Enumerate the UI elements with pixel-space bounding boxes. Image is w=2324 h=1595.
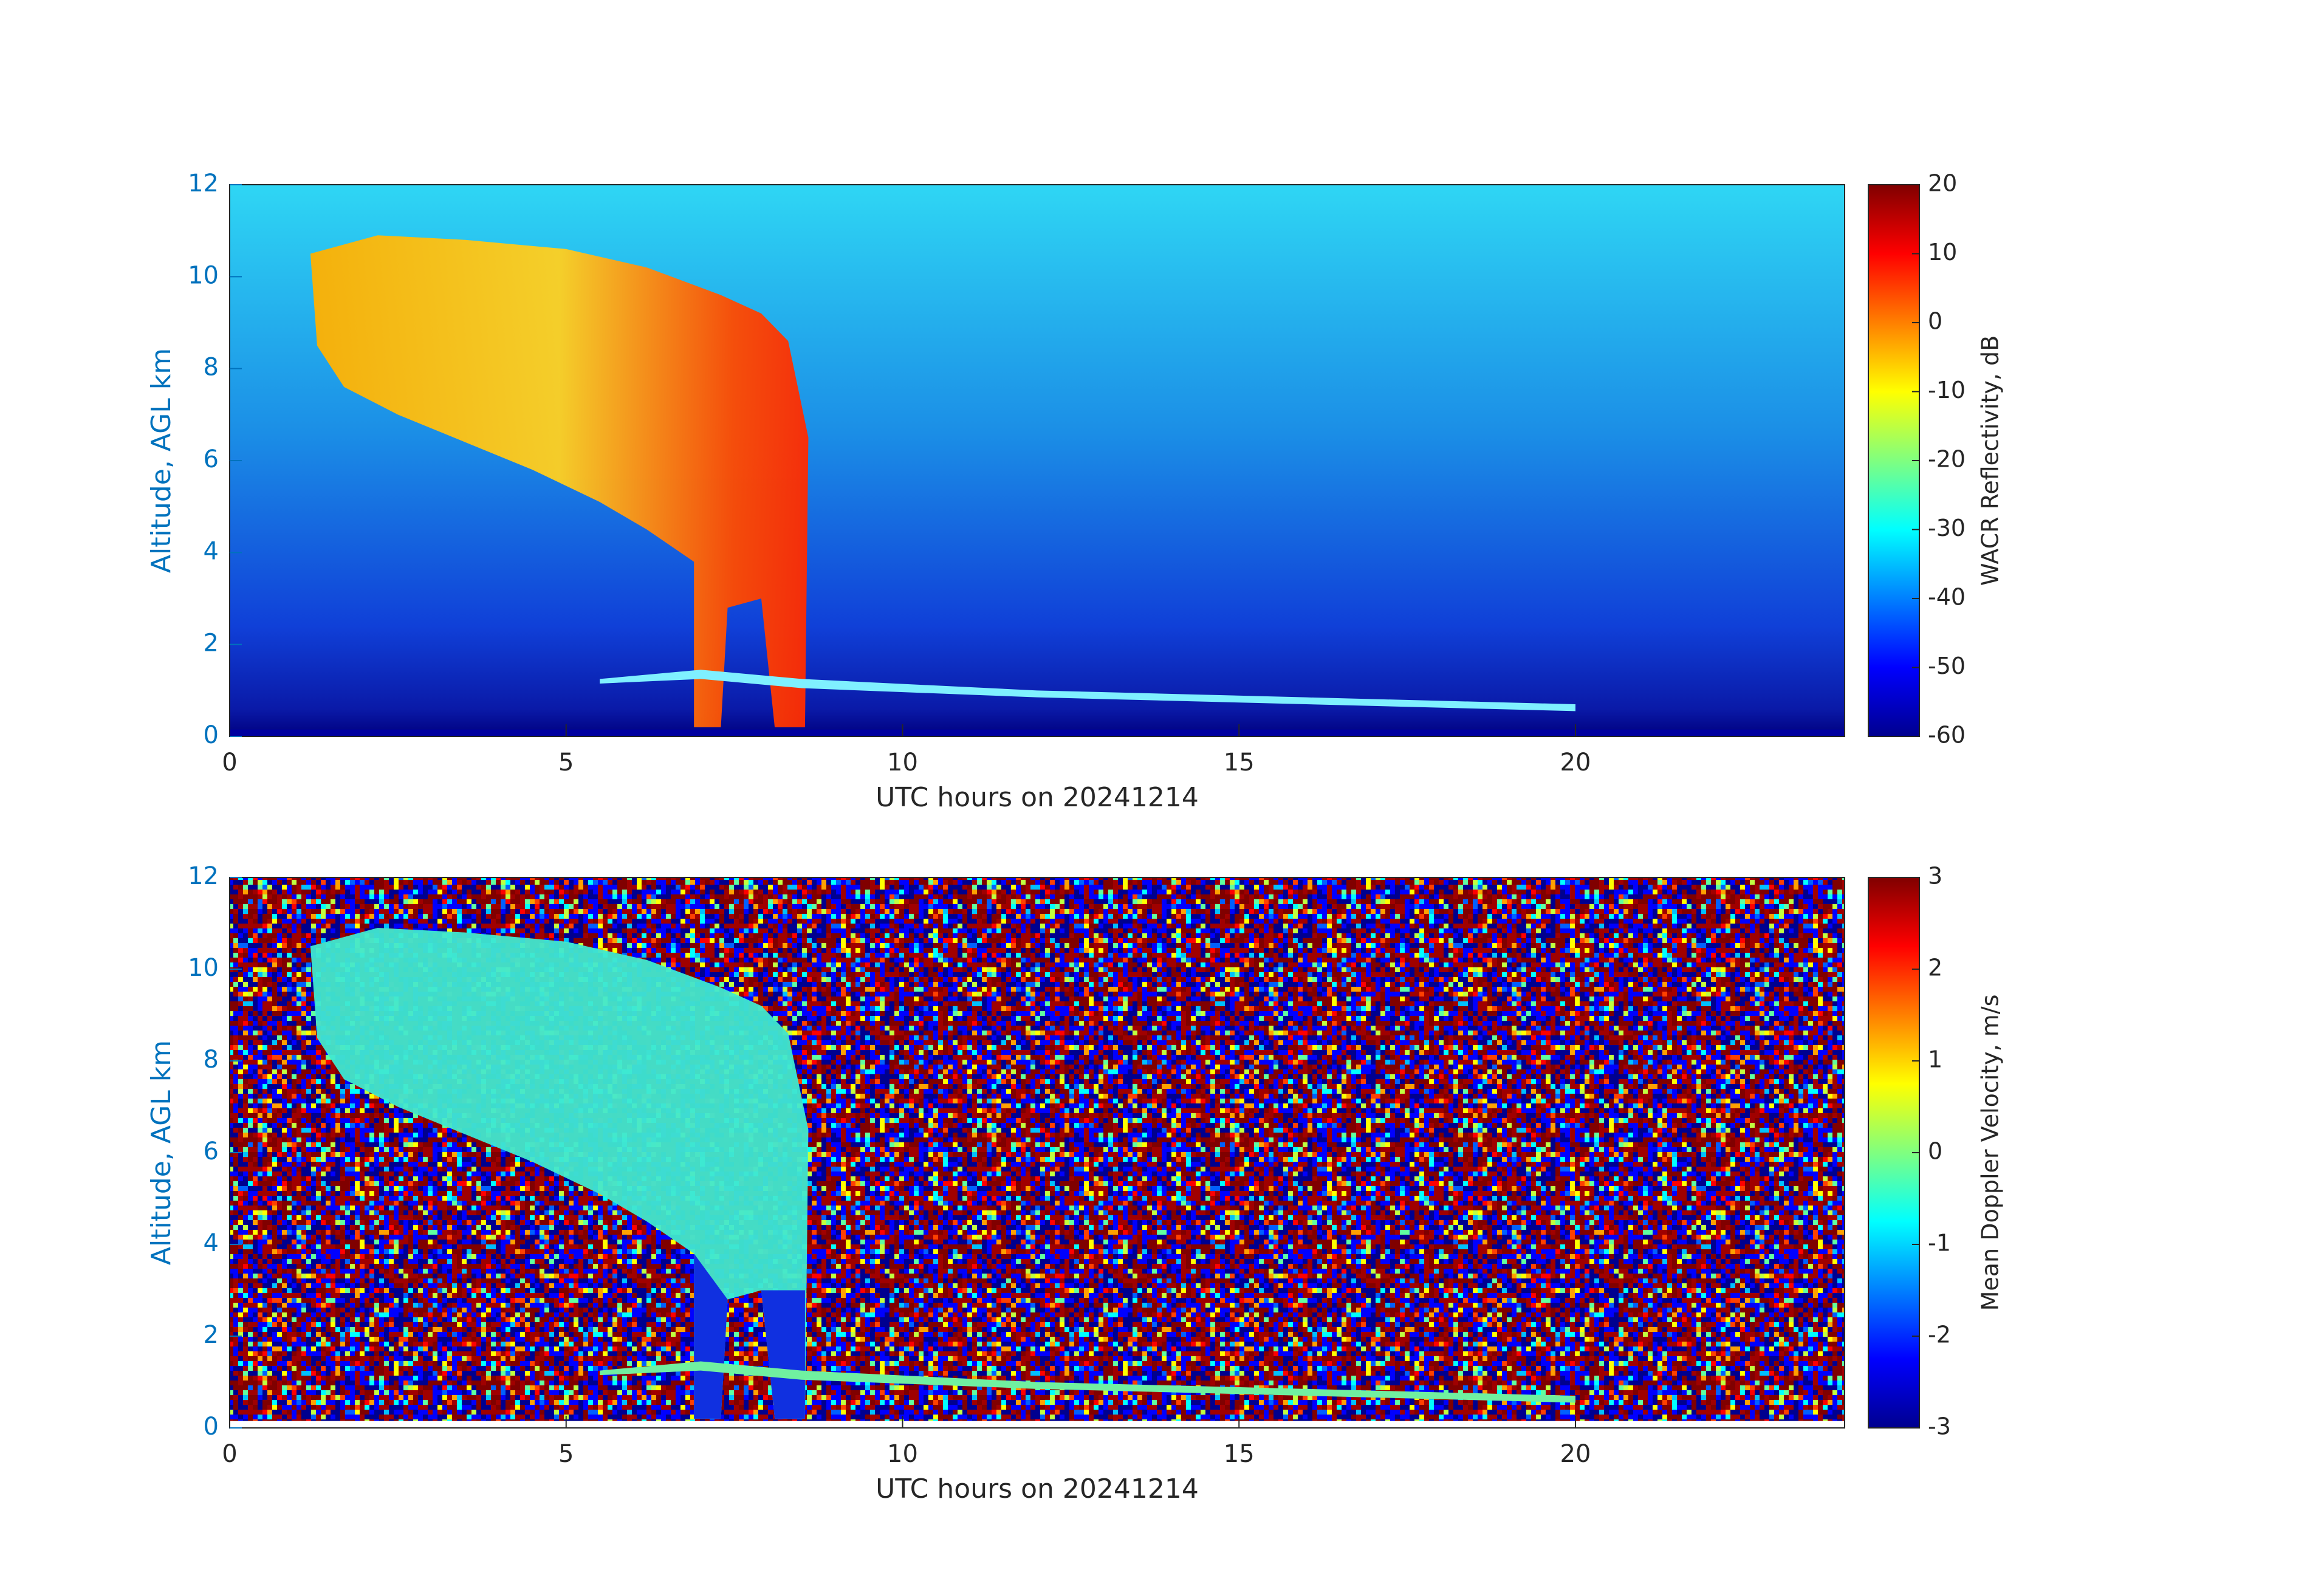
x-tick-label: 10: [887, 1440, 918, 1468]
x-tick-label: 5: [558, 749, 574, 777]
colorbar-tick-label: -2: [1928, 1322, 1951, 1348]
y-tick-label: 0: [204, 1413, 219, 1441]
x-axis-label: UTC hours on 20241214: [876, 1473, 1199, 1504]
colorbar: [1868, 877, 1920, 1429]
x-tick-label: 20: [1560, 1440, 1591, 1468]
colorbar: [1868, 184, 1920, 737]
x-axis-label: UTC hours on 20241214: [876, 782, 1199, 813]
low-cloud-field: [600, 1361, 1575, 1403]
colorbar-tick-label: 10: [1928, 239, 1957, 266]
x-tick-label: 15: [1224, 749, 1255, 777]
colorbar-tick-label: -50: [1928, 653, 1966, 679]
x-tick-label: 15: [1224, 1440, 1255, 1468]
colorbar-tick-label: 1: [1928, 1046, 1942, 1073]
y-tick-label: 6: [204, 445, 219, 473]
colorbar-label: Mean Doppler Velocity, m/s: [1977, 995, 2004, 1311]
x-tick-label: 0: [222, 749, 237, 777]
y-tick-label: 12: [188, 862, 219, 890]
low-cloud-field: [600, 670, 1575, 712]
y-tick-label: 8: [204, 354, 219, 382]
y-tick-label: 10: [188, 954, 219, 982]
y-tick-label: 0: [204, 721, 219, 749]
y-tick-label: 6: [204, 1137, 219, 1165]
colorbar-tick-label: -3: [1928, 1413, 1951, 1440]
y-tick-label: 4: [204, 537, 219, 565]
x-tick-label: 0: [222, 1440, 237, 1468]
colorbar-tick-label: -10: [1928, 377, 1966, 403]
y-axis-label: Altitude, AGL km: [146, 348, 177, 573]
colorbar-tick-label: 2: [1928, 955, 1942, 981]
colorbar-tick-label: 20: [1928, 170, 1957, 197]
heatmap-field: [230, 877, 1845, 1428]
y-tick-label: 2: [204, 1321, 219, 1349]
surface-clutter: [230, 1421, 1845, 1428]
heatmap-field: [230, 185, 1845, 736]
y-tick-label: 4: [204, 1229, 219, 1257]
x-tick-label: 20: [1560, 749, 1591, 777]
colorbar-tick-label: -30: [1928, 515, 1966, 541]
y-tick-label: 10: [188, 261, 219, 289]
y-tick-label: 8: [204, 1046, 219, 1074]
cloud-field: [310, 235, 809, 727]
colorbar-tick-label: -60: [1928, 722, 1966, 749]
colorbar-label: WACR Reflectivity, dB: [1977, 335, 2004, 586]
colorbar-tick-label: -40: [1928, 584, 1966, 611]
y-tick-label: 2: [204, 629, 219, 657]
colorbar-tick-label: 3: [1928, 863, 1942, 890]
x-tick-label: 10: [887, 749, 918, 777]
colorbar-tick-label: 0: [1928, 1138, 1942, 1165]
colorbar-tick-label: 0: [1928, 308, 1942, 335]
fallstreak-field: [694, 1254, 728, 1419]
y-tick-label: 12: [188, 170, 219, 197]
y-axis-label: Altitude, AGL km: [146, 1040, 177, 1265]
surface-clutter: [230, 729, 1845, 736]
x-tick-label: 5: [558, 1440, 574, 1468]
colorbar-tick-label: -1: [1928, 1230, 1951, 1257]
colorbar-tick-label: -20: [1928, 446, 1966, 473]
cloud-field: [310, 928, 809, 1419]
fallstreak-field: [761, 1290, 805, 1419]
